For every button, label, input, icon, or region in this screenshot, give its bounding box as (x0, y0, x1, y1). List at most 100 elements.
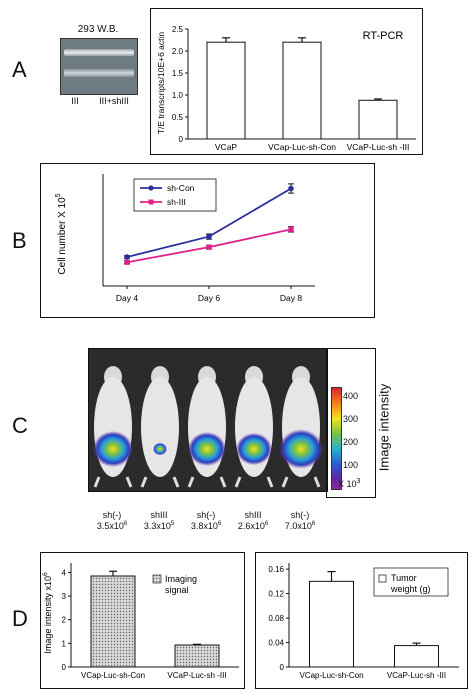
category-label: VCaP (215, 142, 238, 152)
growth-chart: Day 4 Day 6 Day 8 sh-Con sh-III Cell number X… (55, 174, 315, 303)
mouse-leg (281, 476, 289, 488)
blot-lane-label: III+shIII (99, 96, 129, 106)
mouse-leg (219, 476, 227, 488)
y-axis-label: T/E transcripts/10E+6 actin (156, 32, 166, 135)
tumor-weight-chart-frame: 0 0.04 0.08 0.12 0.16 VCap-Luc-sh-Con VCaP-Luc… (255, 552, 468, 689)
category-label: VCaP-Luc-sh -III (387, 671, 446, 680)
y-axis-label: Cell number X 105 (55, 193, 68, 274)
colorbar-tick: 200 (343, 437, 359, 447)
colorbar-label: Image intensity (376, 383, 392, 472)
mouse-body (141, 377, 179, 477)
bar (174, 644, 220, 668)
imaging-signal-chart: 0 1 2 3 4 VCap-Luc-sh-Con VCaP-Luc-sh -III Imag… (42, 563, 239, 680)
data-point (288, 226, 294, 232)
mouse-intensity-value: 2.6x106 (237, 521, 269, 531)
legend-swatch (378, 574, 387, 583)
category-label: VCap-Luc-sh-Con (268, 142, 336, 152)
colorbar-tick: 400 (343, 391, 359, 401)
mouse-intensity-value: 3.8x106 (190, 521, 222, 531)
colorbar (331, 387, 342, 490)
imaging-signal-chart-frame: 0 1 2 3 4 VCap-Luc-sh-Con VCaP-Luc-sh -III Imag… (40, 552, 245, 689)
data-point (288, 185, 294, 192)
chart-title: RT-PCR (363, 30, 404, 42)
category-label: VCap-Luc-sh-Con (299, 671, 363, 680)
panel-letter-c: C (12, 413, 28, 438)
panel-letter-b: B (12, 228, 27, 253)
data-point (206, 244, 212, 250)
mice-illustration (93, 366, 323, 488)
growth-chart-frame: Day 4 Day 6 Day 8 sh-Con sh-III Cell number X… (40, 163, 375, 318)
mouse-leg (313, 476, 321, 488)
y-axis-label: Image intensity x106 (42, 572, 53, 654)
luminescence-signal (236, 432, 272, 466)
legend-label: sh-III (167, 197, 186, 207)
y-tick-label: 0.04 (268, 639, 284, 648)
colorbar-unit: X 103 (338, 478, 361, 489)
mouse-group-label: sh(-) (290, 510, 310, 520)
y-tick-label: 0.5 (172, 113, 184, 122)
category-label: VCaP-Luc-sh -III (347, 142, 410, 152)
legend-label: Tumor weight (g) (390, 573, 431, 594)
data-point (206, 233, 212, 240)
mouse-imaging-photo (88, 348, 328, 492)
y-tick-label: 0 (179, 135, 184, 144)
rt-pcr-chart-frame: 0 0.5 1.0 1.5 2.0 2.5 VCaP VCap-Luc-sh-Con VCaP-… (150, 8, 423, 155)
mouse-leg (187, 476, 195, 488)
tumor-weight-chart: 0 0.04 0.08 0.12 0.16 VCap-Luc-sh-Con VCaP-Luc… (268, 563, 459, 680)
mouse-leg (172, 476, 180, 488)
bar (394, 645, 439, 668)
luminescence-signal (93, 431, 133, 467)
bar (206, 41, 246, 140)
mouse-leg (93, 476, 101, 488)
y-tick-label: 2.0 (172, 47, 184, 56)
panel-letter-d: D (12, 606, 28, 631)
western-blot-image (60, 38, 138, 95)
y-tick-label: 0.08 (268, 614, 284, 623)
data-point (124, 259, 130, 265)
blot-title: 293 W.B. (77, 24, 119, 35)
mouse-group-label: sh(-) (196, 510, 216, 520)
bar (358, 99, 398, 140)
legend-label: sh-Con (167, 183, 195, 193)
bar (282, 41, 322, 140)
luminescence-signal (188, 431, 226, 467)
data-point (124, 254, 130, 260)
y-tick-label: 4 (62, 568, 67, 577)
rt-pcr-chart: 0 0.5 1.0 1.5 2.0 2.5 VCaP VCap-Luc-sh-Con VCaP-… (156, 25, 416, 152)
x-tick-label: Day 8 (280, 293, 302, 303)
x-tick-label: Day 4 (116, 293, 138, 303)
y-tick-label: 0.12 (268, 590, 284, 599)
y-tick-label: 1.5 (172, 69, 184, 78)
mouse-leg (125, 476, 133, 488)
colorbar-tick: 300 (343, 414, 359, 424)
mouse-group-label: sh(-) (102, 510, 122, 520)
category-label: VCaP-Luc-sh -III (167, 671, 226, 680)
y-tick-label: 1 (62, 639, 67, 648)
bar (90, 575, 136, 668)
mouse-leg (234, 476, 242, 488)
luminescence-signal (153, 442, 167, 456)
y-tick-label: 0.16 (268, 565, 284, 574)
x-tick-label: Day 6 (198, 293, 220, 303)
luminescence-signal (279, 429, 323, 469)
y-tick-label: 0 (62, 663, 67, 672)
mouse-intensity-value: 3.5x106 (96, 521, 128, 531)
category-label: VCap-Luc-sh-Con (81, 671, 145, 680)
legend-label: Imaging signal (165, 574, 197, 595)
mouse-intensity-value: 3.3x105 (143, 521, 175, 531)
y-tick-label: 3 (62, 592, 67, 601)
y-tick-label: 2 (62, 616, 67, 625)
mouse-intensity-value: 7.0x106 (284, 521, 316, 531)
y-tick-label: 0 (280, 663, 285, 672)
legend-marker (148, 199, 154, 205)
mouse-leg (266, 476, 274, 488)
y-tick-label: 2.5 (172, 25, 184, 34)
panel-letter-a: A (12, 57, 27, 82)
mouse-group-label: shIII (244, 510, 262, 520)
legend-marker (148, 185, 154, 191)
legend-box (133, 178, 217, 212)
mouse-group-label: shIII (150, 510, 168, 520)
bar (309, 580, 354, 668)
mouse-leg (140, 476, 148, 488)
y-tick-label: 1.0 (172, 91, 184, 100)
